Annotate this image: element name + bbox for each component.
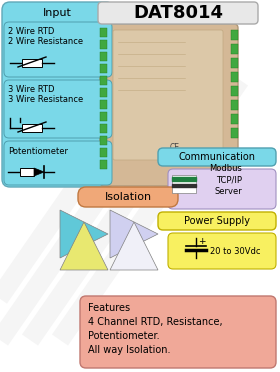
Bar [100, 88, 107, 97]
FancyBboxPatch shape [158, 212, 276, 230]
Bar [172, 184, 196, 187]
Bar [100, 64, 107, 73]
Text: +: + [198, 237, 206, 247]
Polygon shape [60, 222, 108, 270]
Bar [231, 86, 238, 96]
Bar [231, 128, 238, 138]
FancyBboxPatch shape [2, 2, 114, 187]
Bar [231, 100, 238, 110]
Bar [100, 52, 107, 61]
Bar [231, 30, 238, 40]
Text: 3 Wire RTD: 3 Wire RTD [8, 86, 55, 94]
Bar [100, 136, 107, 145]
FancyBboxPatch shape [4, 141, 112, 185]
Text: 4 Channel RTD, Resistance,: 4 Channel RTD, Resistance, [88, 317, 223, 327]
Bar [100, 112, 107, 121]
Polygon shape [60, 210, 108, 258]
Text: Isolation: Isolation [104, 192, 151, 202]
Polygon shape [110, 210, 158, 258]
Text: Input: Input [43, 8, 71, 18]
Bar [20, 168, 34, 176]
Text: Features: Features [88, 303, 130, 313]
Text: CE: CE [170, 144, 180, 153]
Bar [100, 100, 107, 109]
Bar [231, 58, 238, 68]
FancyBboxPatch shape [100, 24, 238, 186]
FancyBboxPatch shape [4, 80, 112, 138]
Bar [100, 148, 107, 157]
Text: Modbus
TCP/IP
Server: Modbus TCP/IP Server [209, 164, 242, 196]
FancyBboxPatch shape [168, 169, 276, 209]
Bar [100, 124, 107, 133]
Bar [22, 124, 42, 132]
Text: Communication: Communication [179, 152, 255, 162]
FancyBboxPatch shape [168, 233, 276, 269]
Text: All way Isolation.: All way Isolation. [88, 345, 171, 355]
Bar [100, 28, 107, 37]
Text: Potentiometer.: Potentiometer. [88, 331, 160, 341]
Bar [231, 44, 238, 54]
Polygon shape [110, 222, 158, 270]
Text: DAT8014: DAT8014 [133, 4, 223, 22]
FancyBboxPatch shape [4, 22, 112, 77]
Text: 2 Wire Resistance: 2 Wire Resistance [8, 36, 83, 45]
Text: 2 Wire RTD: 2 Wire RTD [8, 28, 54, 36]
FancyBboxPatch shape [98, 2, 258, 24]
Polygon shape [34, 168, 44, 176]
Text: 20 to 30Vdc: 20 to 30Vdc [210, 247, 260, 257]
Bar [100, 76, 107, 85]
Text: 3 Wire Resistance: 3 Wire Resistance [8, 94, 83, 103]
FancyBboxPatch shape [78, 187, 178, 207]
Bar [231, 72, 238, 82]
FancyBboxPatch shape [158, 148, 276, 166]
Text: Potentiometer: Potentiometer [8, 148, 68, 157]
Bar [172, 175, 196, 193]
Bar [22, 59, 42, 67]
Text: Power Supply: Power Supply [184, 216, 250, 226]
Bar [172, 177, 196, 181]
Bar [231, 114, 238, 124]
FancyBboxPatch shape [113, 30, 223, 160]
Bar [100, 40, 107, 49]
FancyBboxPatch shape [80, 296, 276, 368]
Bar [100, 160, 107, 169]
